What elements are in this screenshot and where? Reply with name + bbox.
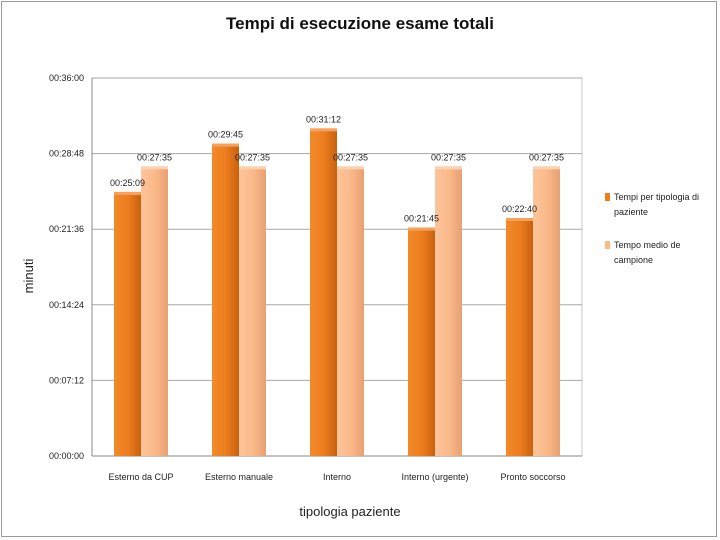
- legend-label: paziente: [614, 207, 648, 217]
- bar-top-highlight: [212, 143, 239, 147]
- y-tick-label: 00:07:12: [49, 375, 84, 385]
- bar-top-highlight: [506, 218, 533, 221]
- x-tick-label: Pronto soccorso: [500, 472, 565, 482]
- x-tick-label: Esterno manuale: [205, 472, 273, 482]
- bar-top-highlight: [533, 166, 560, 170]
- x-tick-label: Interno (urgente): [401, 472, 468, 482]
- legend-swatch: [605, 193, 610, 201]
- labels: 00:00:00 00:07:12 00:14:24 00:21:36 00:28:48…: [49, 73, 566, 482]
- y-tick-label: 00:21:36: [49, 224, 84, 234]
- bars: [114, 128, 560, 457]
- y-tick-label: 00:00:00: [49, 451, 84, 461]
- legend-label: Tempo medio de: [614, 240, 681, 250]
- y-tick-label: 00:14:24: [49, 300, 84, 310]
- data-label: 00:31:12: [306, 114, 341, 124]
- data-label: 00:27:35: [431, 152, 466, 162]
- data-label: 00:27:35: [529, 152, 564, 162]
- bar-top-highlight: [337, 166, 364, 170]
- bar-medio: [337, 166, 364, 456]
- bar-tipologia: [408, 227, 435, 456]
- bar-medio: [141, 166, 168, 456]
- bar-tipologia: [212, 143, 239, 456]
- bar-top-highlight: [239, 166, 266, 170]
- data-label: 00:21:45: [404, 214, 439, 224]
- bar-top-highlight: [408, 227, 435, 231]
- data-label: 00:27:35: [137, 152, 172, 162]
- x-tick-label: Interno: [323, 472, 351, 482]
- legend-label: campione: [614, 255, 653, 265]
- y-tick-label: 00:36:00: [49, 73, 84, 83]
- bar-top-highlight: [141, 166, 168, 170]
- bar-tipologia: [114, 191, 141, 457]
- bar-top-highlight: [310, 128, 337, 132]
- bar-tipologia: [310, 128, 337, 456]
- bar-medio: [239, 166, 266, 456]
- chart-title: Tempi di esecuzione esame totali: [226, 14, 494, 33]
- bar-medio: [435, 166, 462, 456]
- data-label: 00:29:45: [208, 130, 243, 140]
- x-tick-label: Esterno da CUP: [108, 472, 173, 482]
- bar-tipologia: [506, 218, 533, 456]
- data-label: 00:27:35: [333, 152, 368, 162]
- data-label: 00:22:40: [502, 204, 537, 214]
- legend-label: Tempi per tipologia di: [614, 192, 699, 202]
- y-tick-label: 00:28:48: [49, 149, 84, 159]
- legend-swatch: [605, 241, 610, 249]
- y-axis-title: minuti: [21, 259, 36, 294]
- data-label: 00:25:09: [110, 178, 145, 188]
- x-axis-title: tipologia paziente: [299, 504, 400, 519]
- bar-top-highlight: [114, 191, 141, 195]
- bar-medio: [533, 166, 560, 456]
- legend: Tempi per tipologia di paziente Tempo medi…: [605, 192, 699, 265]
- data-label: 00:27:35: [235, 152, 270, 162]
- bar-top-highlight: [435, 166, 462, 170]
